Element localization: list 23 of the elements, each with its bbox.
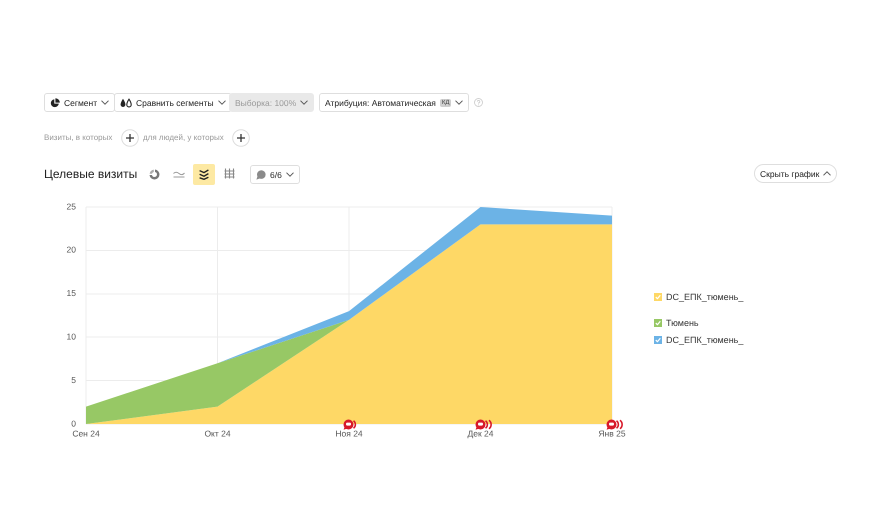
x-tick-label: Окт 24	[204, 428, 231, 438]
x-tick-label: Сен 24	[72, 428, 100, 438]
y-tick-label: 25	[66, 201, 76, 212]
text: для людей, у которых	[143, 133, 224, 142]
legend-label: DC_ЕПК_тюмень_	[666, 334, 744, 345]
text: 6/6	[270, 170, 282, 180]
text: Выборка: 100%	[235, 98, 296, 108]
text: Визиты, в которых	[44, 133, 112, 142]
x-tick-label: Ноя 24	[335, 428, 363, 438]
legend-label: DC_ЕПК_тюмень_	[666, 292, 744, 302]
y-tick-label: 10	[66, 332, 76, 342]
text: Атрибуция: Автоматическая	[325, 98, 436, 108]
x-tick-label: Дек 24	[467, 428, 494, 438]
x-tick-label: Янв 25	[598, 428, 626, 438]
text: Скрыть график	[760, 168, 820, 178]
y-tick-label: 15	[66, 288, 76, 298]
legend-label: Тюмень	[666, 318, 699, 328]
chart-title: Целевые визиты	[44, 166, 138, 182]
y-tick-label: 20	[66, 244, 76, 255]
text: Сегмент	[64, 98, 98, 108]
text: Сравнить сегменты	[136, 98, 214, 108]
y-tick-label: 0	[71, 418, 76, 428]
y-tick-label: 5	[71, 374, 76, 385]
